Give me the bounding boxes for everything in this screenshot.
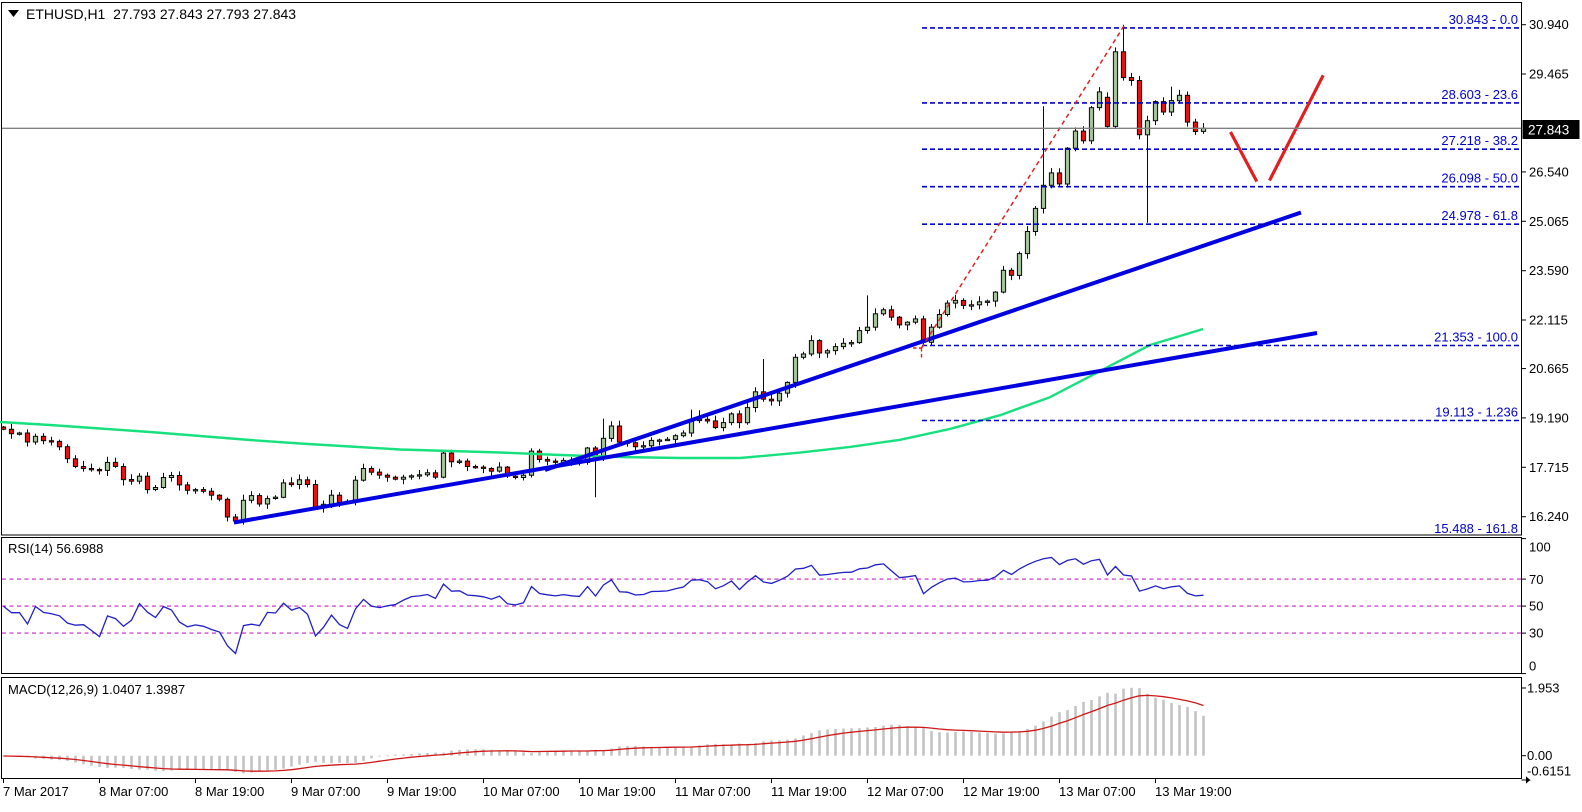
svg-text:7 Mar 2017: 7 Mar 2017 (3, 784, 69, 799)
svg-text:16.240: 16.240 (1529, 509, 1569, 524)
svg-text:13 Mar 19:00: 13 Mar 19:00 (1155, 784, 1232, 799)
svg-text:21.353 - 100.0: 21.353 - 100.0 (1434, 330, 1518, 345)
svg-text:30: 30 (1529, 626, 1543, 641)
svg-text:27.843: 27.843 (1528, 123, 1569, 138)
svg-text:1.953: 1.953 (1527, 681, 1560, 696)
svg-text:13 Mar 07:00: 13 Mar 07:00 (1059, 784, 1136, 799)
svg-text:50: 50 (1529, 599, 1543, 614)
svg-text:20.665: 20.665 (1529, 361, 1569, 376)
svg-text:15.488 - 161.8: 15.488 - 161.8 (1434, 521, 1518, 536)
svg-text:29.465: 29.465 (1529, 67, 1569, 82)
svg-text:9 Mar 19:00: 9 Mar 19:00 (387, 784, 456, 799)
svg-text:23.590: 23.590 (1529, 263, 1569, 278)
svg-text:RSI(14) 56.6988: RSI(14) 56.6988 (8, 541, 103, 556)
svg-text:100: 100 (1529, 540, 1551, 555)
svg-text:ETHUSD,H1 27.793 27.843 27.79: ETHUSD,H1 27.793 27.843 27.793 27.843 (26, 6, 296, 22)
svg-text:0.00: 0.00 (1527, 748, 1552, 763)
svg-text:24.978 - 61.8: 24.978 - 61.8 (1441, 208, 1518, 223)
svg-text:9 Mar 07:00: 9 Mar 07:00 (291, 784, 360, 799)
svg-text:0: 0 (1529, 658, 1536, 673)
svg-text:26.098 - 50.0: 26.098 - 50.0 (1441, 171, 1518, 186)
svg-text:10 Mar 19:00: 10 Mar 19:00 (579, 784, 656, 799)
svg-text:27.218 - 38.2: 27.218 - 38.2 (1441, 133, 1518, 148)
svg-text:19.113 - 1.236: 19.113 - 1.236 (1435, 405, 1518, 420)
svg-text:70: 70 (1529, 572, 1543, 587)
svg-text:22.115: 22.115 (1529, 313, 1568, 328)
svg-text:12 Mar 19:00: 12 Mar 19:00 (963, 784, 1040, 799)
svg-text:30.843 - 0.0: 30.843 - 0.0 (1449, 12, 1518, 27)
svg-text:19.190: 19.190 (1529, 410, 1569, 425)
svg-text:25.065: 25.065 (1529, 214, 1569, 229)
svg-text:-0.6151: -0.6151 (1527, 763, 1571, 778)
svg-text:8 Mar 19:00: 8 Mar 19:00 (195, 784, 264, 799)
svg-text:26.540: 26.540 (1529, 164, 1569, 179)
svg-text:11 Mar 07:00: 11 Mar 07:00 (675, 784, 751, 799)
svg-text:MACD(12,26,9) 1.0407 1.3987: MACD(12,26,9) 1.0407 1.3987 (8, 682, 185, 697)
svg-text:8 Mar 07:00: 8 Mar 07:00 (99, 784, 168, 799)
svg-text:30.940: 30.940 (1529, 17, 1569, 32)
svg-text:12 Mar 07:00: 12 Mar 07:00 (867, 784, 944, 799)
svg-text:28.603 - 23.6: 28.603 - 23.6 (1441, 87, 1518, 102)
svg-text:17.715: 17.715 (1529, 460, 1569, 475)
svg-text:10 Mar 07:00: 10 Mar 07:00 (483, 784, 560, 799)
svg-text:11 Mar 19:00: 11 Mar 19:00 (771, 784, 847, 799)
